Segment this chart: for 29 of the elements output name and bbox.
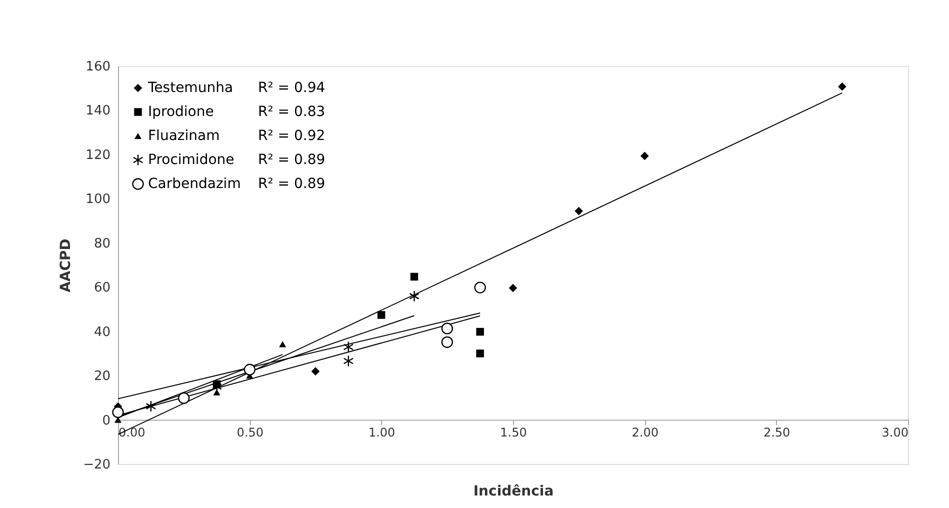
x-tick-label: 1.00 xyxy=(368,425,396,440)
x-tick-label: 0.00 xyxy=(118,425,146,440)
x-tick-label: 1.50 xyxy=(500,425,527,440)
y-tick-label: 80 xyxy=(94,236,110,252)
annotation: R² = 0.89 xyxy=(258,152,326,168)
x-tick-label: 2.50 xyxy=(763,425,790,440)
y-tick-label: 0 xyxy=(102,413,110,428)
y-tick-label: 40 xyxy=(94,324,110,340)
annotation: R² = 0.94 xyxy=(258,80,326,96)
y-axis-title: AACPD xyxy=(58,238,74,292)
y-tick-label: 20 xyxy=(94,369,110,384)
legend-label: Carbendazim xyxy=(148,176,241,192)
x-tick-label: 3.00 xyxy=(882,425,908,440)
annotation: R² = 0.83 xyxy=(258,104,326,120)
y-tick-label: 120 xyxy=(86,148,110,163)
legend-label: Iprodione xyxy=(148,104,214,120)
legend-label: Fluazinam xyxy=(148,128,220,144)
y-tick-label: 100 xyxy=(86,192,110,208)
legend-label: Procimidone xyxy=(148,152,234,168)
annotation: R² = 0.92 xyxy=(258,128,326,144)
y-tick-label: 140 xyxy=(86,104,110,119)
annotation: R² = 0.89 xyxy=(258,176,326,192)
y-tick-label: −20 xyxy=(83,458,110,472)
x-tick-label: 0.50 xyxy=(236,425,264,440)
y-tick-label: 60 xyxy=(94,280,110,296)
legend-label: Testemunha xyxy=(147,80,234,96)
x-axis-title: Incidência xyxy=(473,484,554,500)
x-tick-label: 2.00 xyxy=(632,425,659,440)
y-tick-label: 160 xyxy=(86,60,110,74)
